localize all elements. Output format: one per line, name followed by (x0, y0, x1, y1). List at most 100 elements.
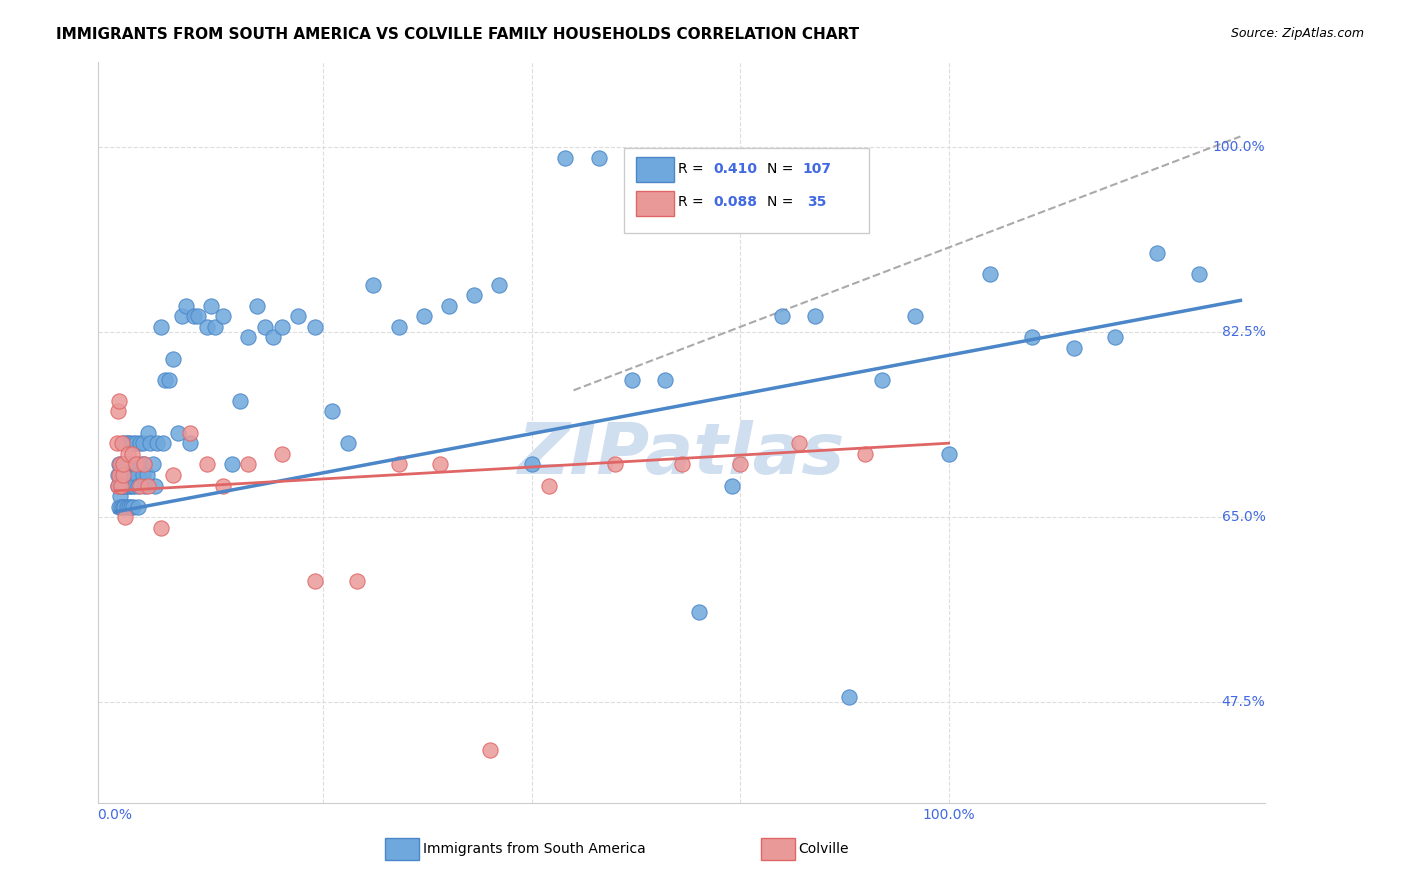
Point (1104, 330, 1126, 344)
Point (179, 425, 201, 440)
Point (412, 310, 434, 324)
Point (688, 606, 710, 620)
Text: 100.0%: 100.0% (1213, 140, 1265, 154)
Point (304, 574, 326, 588)
Point (605, 458, 627, 472)
Point (904, 310, 927, 324)
Text: 47.5%: 47.5% (1222, 696, 1265, 709)
Point (108, 393, 131, 408)
Text: Source: ZipAtlas.com: Source: ZipAtlas.com (1230, 27, 1364, 40)
Point (270, 319, 292, 334)
Point (254, 319, 277, 334)
Point (139, 436, 162, 450)
Point (730, 458, 752, 472)
Point (195, 319, 218, 334)
Point (488, 277, 510, 292)
Point (115, 458, 138, 472)
Text: R =: R = (679, 194, 709, 209)
Point (1021, 330, 1043, 344)
Point (108, 467, 131, 482)
Point (114, 478, 136, 492)
Point (110, 478, 132, 492)
Point (238, 330, 260, 344)
Point (120, 458, 142, 472)
Text: N =: N = (768, 194, 793, 209)
Point (120, 478, 142, 492)
Point (938, 447, 960, 461)
Point (125, 436, 148, 450)
Point (107, 467, 129, 482)
Point (122, 458, 145, 472)
Point (270, 447, 292, 461)
Point (166, 425, 188, 440)
Point (363, 277, 385, 292)
Point (804, 310, 827, 324)
Point (117, 458, 139, 472)
Point (115, 467, 138, 482)
Point (212, 310, 235, 324)
Point (138, 425, 160, 440)
Point (1188, 267, 1211, 281)
Point (204, 319, 226, 334)
Point (112, 467, 135, 482)
Point (183, 310, 205, 324)
Point (111, 436, 134, 450)
Point (149, 319, 172, 334)
Point (121, 447, 143, 461)
Point (162, 351, 184, 366)
Point (200, 299, 222, 313)
Point (108, 458, 131, 472)
Point (620, 373, 643, 387)
Point (337, 436, 360, 450)
Point (124, 458, 146, 472)
Text: 0.410: 0.410 (713, 162, 758, 176)
Point (212, 478, 235, 492)
Point (112, 458, 135, 472)
Point (853, 447, 876, 461)
Point (1146, 245, 1168, 260)
Point (304, 319, 326, 334)
FancyBboxPatch shape (637, 157, 673, 182)
Point (537, 478, 560, 492)
Point (108, 458, 131, 472)
Point (117, 436, 139, 450)
Point (387, 458, 409, 472)
Point (122, 478, 145, 492)
Point (107, 478, 129, 492)
Text: R =: R = (679, 162, 709, 176)
FancyBboxPatch shape (637, 191, 673, 216)
Point (129, 458, 152, 472)
Point (125, 458, 148, 472)
Point (138, 478, 160, 492)
Point (520, 458, 543, 472)
Point (588, 151, 610, 165)
Point (263, 330, 285, 344)
Point (107, 404, 129, 418)
Point (463, 288, 485, 302)
Point (870, 373, 893, 387)
Point (115, 500, 138, 514)
Point (120, 500, 142, 514)
Point (110, 500, 132, 514)
Point (554, 151, 576, 165)
Point (117, 467, 139, 482)
Point (142, 458, 165, 472)
Point (146, 436, 169, 450)
Point (112, 458, 135, 472)
Point (135, 467, 157, 482)
Point (107, 478, 129, 492)
Text: 100.0%: 100.0% (922, 808, 974, 822)
Point (115, 436, 138, 450)
Point (162, 467, 184, 482)
Point (187, 310, 209, 324)
Point (121, 478, 143, 492)
Text: 82.5%: 82.5% (1222, 326, 1265, 339)
Point (170, 310, 193, 324)
Point (437, 299, 460, 313)
Point (134, 458, 156, 472)
Point (229, 393, 252, 408)
Text: Immigrants from South America: Immigrants from South America (423, 842, 645, 855)
Point (111, 500, 134, 514)
Point (238, 458, 260, 472)
Text: 35: 35 (807, 194, 827, 209)
